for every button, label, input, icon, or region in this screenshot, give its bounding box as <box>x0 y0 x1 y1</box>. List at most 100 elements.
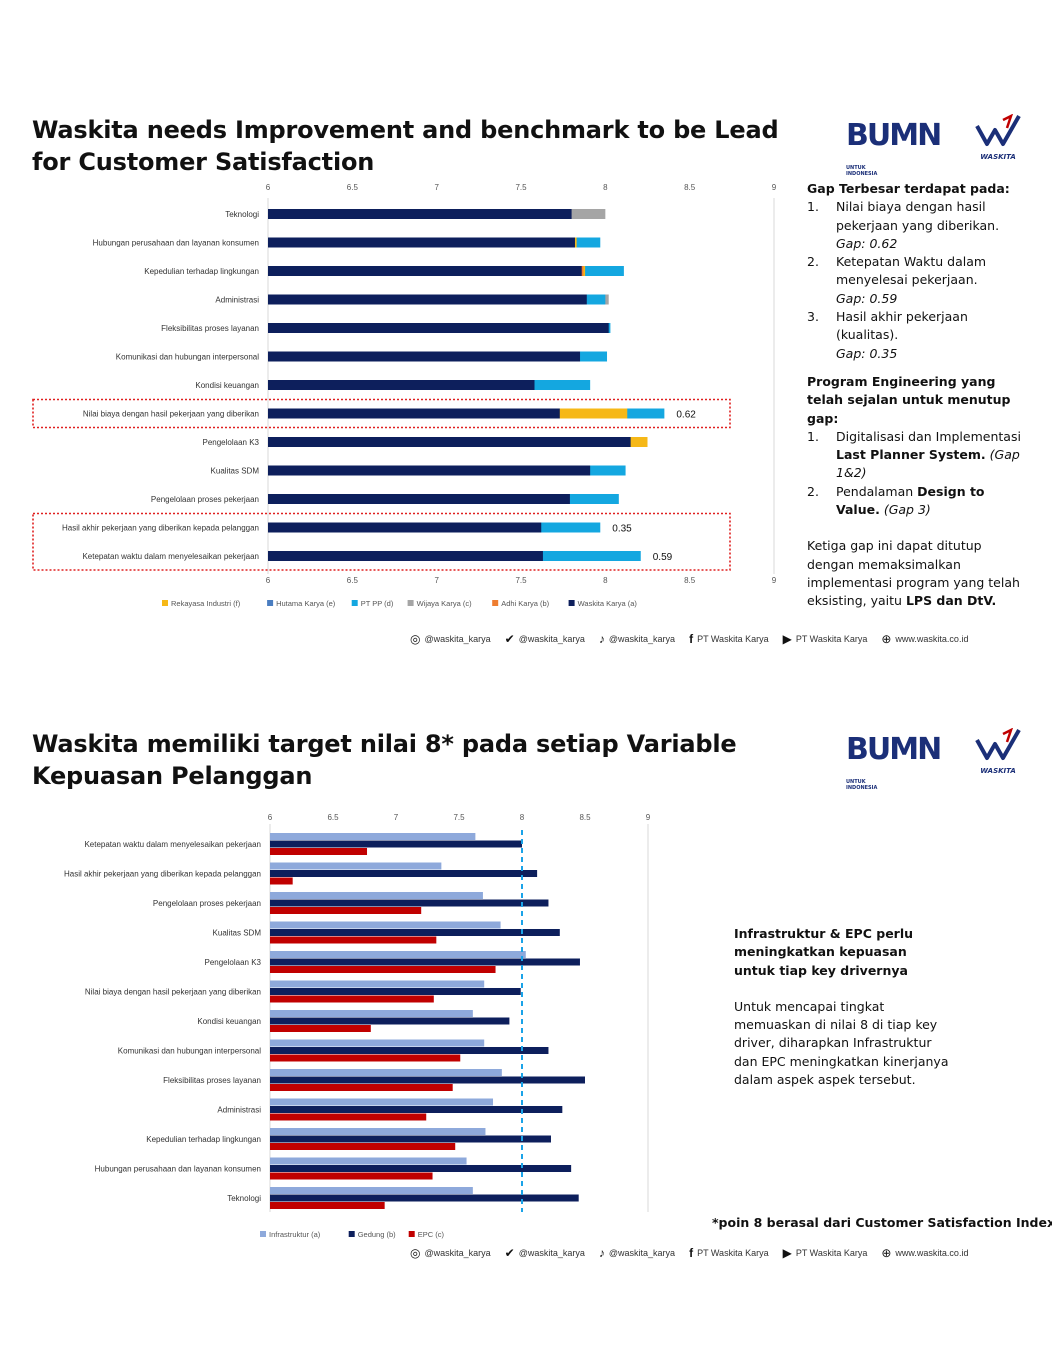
instagram-icon: ◎ <box>410 1246 421 1260</box>
tick-label-bottom: 7.5 <box>515 576 527 585</box>
bar <box>270 995 434 1003</box>
program-bold: Design to Value. <box>836 483 985 518</box>
legend-label: Rekayasa Industri (f) <box>171 599 241 608</box>
bar <box>270 1047 549 1054</box>
waskita-logo: WASKITA <box>970 727 1026 776</box>
gap-value: Gap: 0.35 <box>836 345 898 361</box>
gap-value: Gap: 0.62 <box>836 235 898 251</box>
bar <box>268 237 575 248</box>
bar <box>268 351 581 362</box>
tick-label-top: 8.5 <box>684 183 696 192</box>
social-item[interactable]: ♪ @waskita_karya <box>599 632 675 646</box>
category-label: Kepedulian terhadap lingkungan <box>144 267 259 276</box>
social-item[interactable]: ♪ @waskita_karya <box>599 1246 675 1260</box>
slide2-notes: Infrastruktur & EPC perlu meningkatkan k… <box>734 925 949 1089</box>
bar <box>270 1069 502 1076</box>
bar <box>268 323 609 333</box>
bar <box>268 408 560 419</box>
social-item[interactable]: ✔ @waskita_karya <box>505 1246 585 1260</box>
bumn-logo-text: BUMN <box>846 118 942 153</box>
social-item[interactable]: ⊕ www.waskita.co.id <box>881 1246 968 1260</box>
legend-swatch <box>267 600 274 606</box>
bar <box>268 494 570 504</box>
category-label: Administrasi <box>217 1106 261 1115</box>
bar <box>268 380 535 390</box>
program-heading: Program Engineering yang telah sejalan u… <box>807 373 1011 426</box>
bar <box>270 833 476 840</box>
legend-label: Waskita Karya (a) <box>578 599 638 608</box>
gap-text: Hasil akhir pekerjaan (kualitas). <box>836 309 968 343</box>
category-label: Pengelolaan K3 <box>205 958 262 967</box>
social-item[interactable]: ◎ @waskita_karya <box>410 632 491 646</box>
tiktok-icon: ♪ <box>598 1246 605 1260</box>
bar <box>270 1113 427 1121</box>
social-text: PT Waskita Karya <box>795 1248 868 1258</box>
social-text: @waskita_karya <box>518 1248 585 1258</box>
category-label: Fleksibilitas proses layanan <box>161 324 259 333</box>
legend-swatch <box>408 1231 415 1237</box>
legend-swatch <box>162 600 168 606</box>
category-label: Administrasi <box>215 296 259 305</box>
tick-label-top: 9 <box>772 183 777 192</box>
bar <box>270 1039 485 1047</box>
program-item: 2. Pendalaman Design to Value. (Gap 3) <box>807 483 1027 520</box>
social-item[interactable]: f PT Waskita Karya <box>689 632 769 646</box>
legend-label: PT PP (d) <box>361 599 394 608</box>
social-text: PT Waskita Karya <box>697 1248 769 1258</box>
program-bold: Last Planner System. <box>836 447 986 463</box>
legend-label: Gedung (b) <box>358 1230 396 1239</box>
program-gap: (Gap 1&2) <box>836 447 1020 481</box>
bar <box>270 907 422 914</box>
social-item[interactable]: ▶ PT Waskita Karya <box>783 1246 868 1260</box>
program-list: 1. Digitalisasi dan Implementasi Last Pla… <box>807 428 1027 519</box>
facebook-icon: f <box>689 632 694 646</box>
gap-num: 2. <box>807 254 819 270</box>
bar <box>270 1084 453 1091</box>
tick-label-top: 8 <box>603 183 608 192</box>
gap-heading: Gap Terbesar terdapat pada: <box>807 181 1010 196</box>
bar <box>270 936 437 944</box>
tick-label-bottom: 6 <box>266 576 271 585</box>
bar <box>268 465 591 476</box>
social-item[interactable]: ▶ PT Waskita Karya <box>783 632 868 646</box>
globe-icon: ⊕ <box>881 1246 892 1260</box>
gap-annotation: 0.59 <box>653 552 673 563</box>
social-item[interactable]: ✔ @waskita_karya <box>505 632 585 646</box>
bar <box>270 966 496 973</box>
bar <box>270 1128 486 1135</box>
waskita-logo-text: WASKITA <box>980 153 1016 161</box>
category-label: Hasil akhir pekerjaan yang diberikan kep… <box>64 870 261 879</box>
bar <box>270 1157 467 1165</box>
category-label: Ketepatan waktu dalam menyelesaikan peke… <box>82 552 259 561</box>
gap-item: 1. Nilai biaya dengan hasil pekerjaan yan… <box>807 198 1027 253</box>
highlight-box <box>32 398 731 429</box>
legend-label: Wijaya Karya (c) <box>417 599 473 608</box>
tick-label-top: 6.5 <box>347 183 359 192</box>
social-item[interactable]: f PT Waskita Karya <box>689 1246 769 1260</box>
gap-item: 3. Hasil akhir pekerjaan (kualitas). Gap: … <box>807 308 1027 363</box>
bar <box>270 929 560 936</box>
bar <box>270 1165 572 1172</box>
bar <box>270 1187 473 1194</box>
bar <box>268 551 543 561</box>
slide1-title: Waskita needs Improvement and benchmark … <box>32 116 779 176</box>
category-label: Kualitas SDM <box>211 467 260 476</box>
tick-label-top: 6 <box>266 183 271 192</box>
tick-label-bottom: 8.5 <box>684 576 696 585</box>
tick-label: 6.5 <box>327 813 339 822</box>
category-label: Kondisi keuangan <box>197 1017 261 1026</box>
program-item: 1. Digitalisasi dan Implementasi Last Pla… <box>807 428 1027 483</box>
bar <box>270 1025 371 1032</box>
tiktok-icon: ♪ <box>598 632 605 646</box>
gap-num: 3. <box>807 309 819 325</box>
bar <box>270 980 485 988</box>
gap-list: 1. Nilai biaya dengan hasil pekerjaan yan… <box>807 198 1027 363</box>
category-label: Nilai biaya dengan hasil pekerjaan yang … <box>83 410 259 419</box>
social-item[interactable]: ⊕ www.waskita.co.id <box>881 632 968 646</box>
social-bar-2: ◎ @waskita_karya ✔ @waskita_karya ♪ @waskit… <box>410 1246 968 1260</box>
bar <box>270 870 538 877</box>
chart-benchmark: 6 6 6.5 6.5 7 7 7.5 7.5 8 8 8.5 8.5 9 9 Teknologi Hubun… <box>32 183 777 608</box>
bumn-logo: BUMN UNTUK INDONESIA <box>846 732 962 791</box>
category-label: Hasil akhir pekerjaan yang diberikan kep… <box>62 524 259 533</box>
social-item[interactable]: ◎ @waskita_karya <box>410 1246 491 1260</box>
